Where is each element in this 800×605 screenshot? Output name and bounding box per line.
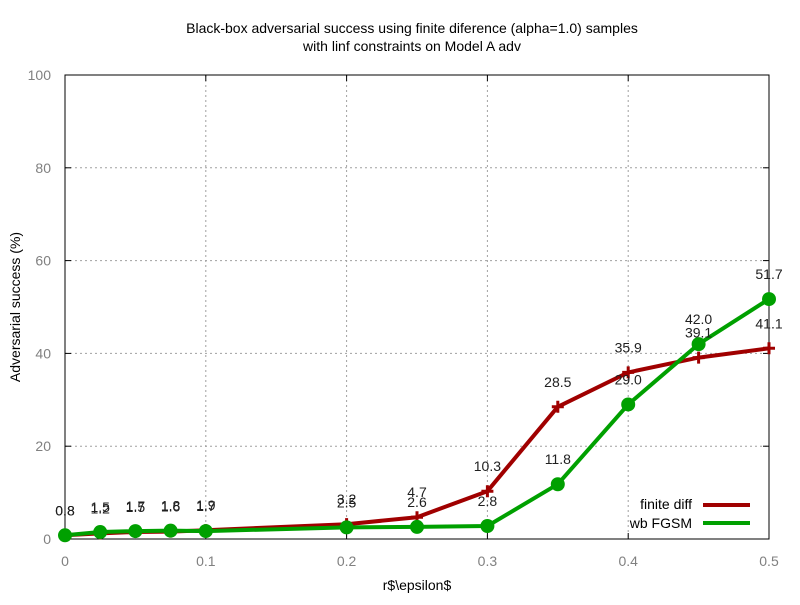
data-point-wb-fgsm [58,528,72,543]
data-label-finite-diff: 3.2 [337,491,357,507]
gridlines [65,75,769,539]
data-label-finite-diff: 1.5 [126,499,146,515]
data-point-wb-fgsm [339,520,354,535]
data-label-finite-diff: 1.9 [196,497,216,513]
series-group [58,292,776,543]
data-point-wb-fgsm [480,519,495,534]
data-point-wb-fgsm [93,525,108,540]
data-label-wb-fgsm: 29.0 [615,371,642,387]
data-label-finite-diff: 4.7 [407,484,427,500]
data-label-wb-fgsm: 1.5 [90,499,110,515]
y-tick-label: 100 [28,67,52,83]
y-axis-label: Adversarial success (%) [7,232,23,382]
x-tick-label: 0.5 [759,553,779,569]
data-label-wb-fgsm: 11.8 [545,451,571,467]
data-label-wb-fgsm: 1.7 [196,498,216,514]
y-tick-label: 80 [35,160,51,176]
data-point-finite-diff [692,351,705,364]
data-label-wb-fgsm: 2.5 [337,494,357,510]
data-label-wb-fgsm: 2.8 [478,493,498,509]
data-label-finite-diff: 41.1 [755,315,782,331]
y-tick-label: 0 [43,531,51,547]
y-tick-label: 60 [35,253,51,269]
x-axis-label: r$\epsilon$ [383,577,452,593]
data-labels: 0.8 1.2 1.5 1.6 1.9 3.2 4.710.328.535.939.141.… [55,266,783,518]
chart-title-line-1: Black-box adversarial success using fini… [186,20,638,36]
x-tick-label: 0 [61,553,69,569]
x-tick-label: 0.3 [478,553,498,569]
data-point-wb-fgsm [550,477,565,492]
data-point-wb-fgsm [621,397,636,412]
data-label-finite-diff: 0.8 [55,502,75,518]
x-tick-label: 0.1 [196,553,216,569]
data-label-wb-fgsm: 1.7 [126,498,146,514]
data-label-finite-diff: 1.2 [90,500,110,516]
data-label-finite-diff: 35.9 [615,339,642,355]
data-point-finite-diff [551,400,564,413]
data-point-wb-fgsm [128,524,143,539]
data-label-wb-fgsm: 1.8 [161,498,181,514]
legend-label-finite-diff: finite diff [640,496,692,512]
data-label-finite-diff: 28.5 [544,374,571,390]
data-label-wb-fgsm: 2.6 [407,494,427,510]
legend: finite diff wb FGSM [629,496,750,531]
data-label-finite-diff: 39.1 [685,325,712,341]
data-label-finite-diff: 1.6 [161,499,181,515]
legend-label-wb-fgsm: wb FGSM [629,515,692,531]
data-label-wb-fgsm: 42.0 [685,311,712,327]
data-label-wb-fgsm: 0.8 [55,502,75,518]
x-tick-label: 0.2 [337,553,357,569]
y-tick-label: 20 [35,438,51,454]
data-point-wb-fgsm [410,519,424,534]
data-point-finite-diff [622,366,635,379]
data-point-finite-diff [481,485,494,498]
plot-area-border [64,74,770,540]
data-point-wb-fgsm [198,524,213,539]
data-point-wb-fgsm [163,523,178,538]
data-point-finite-diff [763,342,775,355]
chart-title-line-2: with linf constraints on Model A adv [302,38,521,54]
data-label-finite-diff: 10.3 [474,458,501,474]
data-label-wb-fgsm: 51.7 [755,266,782,282]
y-tick-label: 40 [35,345,51,361]
axis-ticks: 0 20 40 60 80 100 0 0.1 0.2 0.3 0.4 0.5 [28,67,779,569]
data-point-wb-fgsm [762,292,776,307]
data-point-wb-fgsm [691,337,706,352]
x-tick-label: 0.4 [618,553,638,569]
